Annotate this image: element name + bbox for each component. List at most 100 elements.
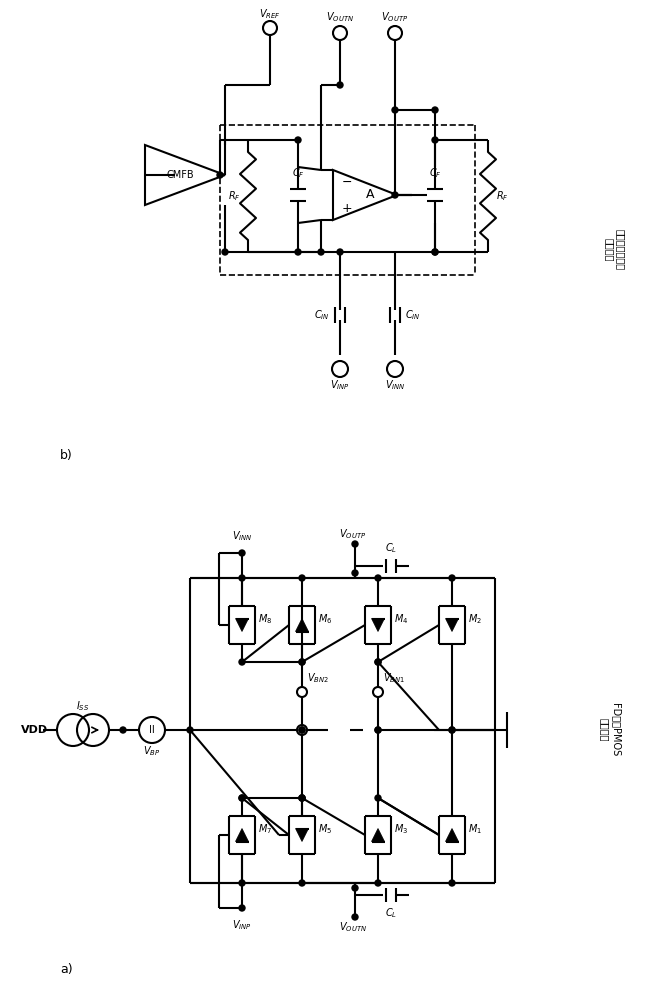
Text: $C_L$: $C_L$ <box>385 541 397 555</box>
Polygon shape <box>446 618 459 632</box>
Circle shape <box>352 570 358 576</box>
Text: $V_{INP}$: $V_{INP}$ <box>330 378 350 392</box>
Polygon shape <box>372 618 384 632</box>
Text: $V_{REF}$: $V_{REF}$ <box>259 7 281 21</box>
Circle shape <box>239 550 245 556</box>
Circle shape <box>375 795 381 801</box>
Text: CMFB: CMFB <box>166 170 194 180</box>
Text: $V_{INN}$: $V_{INN}$ <box>384 378 405 392</box>
Circle shape <box>352 914 358 920</box>
Circle shape <box>375 575 381 581</box>
Circle shape <box>449 880 455 886</box>
Text: $V_{OUTP}$: $V_{OUTP}$ <box>339 527 366 541</box>
Circle shape <box>297 725 307 735</box>
Circle shape <box>239 795 245 801</box>
Text: A: A <box>366 188 374 202</box>
Text: $M_6$: $M_6$ <box>318 612 332 626</box>
Text: $C_{IN}$: $C_{IN}$ <box>405 308 421 322</box>
Text: $C_F$: $C_F$ <box>429 166 441 180</box>
Circle shape <box>299 795 305 801</box>
Text: $C_F$: $C_F$ <box>292 166 304 180</box>
Polygon shape <box>446 828 459 842</box>
Circle shape <box>299 795 305 801</box>
Text: $M_2$: $M_2$ <box>468 612 482 626</box>
Text: VDD: VDD <box>21 725 48 735</box>
Circle shape <box>297 687 307 697</box>
Circle shape <box>332 361 348 377</box>
Circle shape <box>299 659 305 665</box>
Circle shape <box>239 795 245 801</box>
Circle shape <box>187 727 193 733</box>
Circle shape <box>263 21 277 35</box>
Circle shape <box>375 659 381 665</box>
Text: $V_{OUTN}$: $V_{OUTN}$ <box>326 10 354 24</box>
Text: $M_8$: $M_8$ <box>258 612 272 626</box>
Circle shape <box>333 26 347 40</box>
Circle shape <box>337 249 343 255</box>
Polygon shape <box>372 828 384 842</box>
Polygon shape <box>235 828 248 842</box>
Circle shape <box>388 26 402 40</box>
Circle shape <box>387 361 403 377</box>
Circle shape <box>239 880 245 886</box>
Circle shape <box>373 687 383 697</box>
Circle shape <box>239 659 245 665</box>
Text: 具有反馈电路的
伸缩装置: 具有反馈电路的 伸缩装置 <box>604 229 626 271</box>
Circle shape <box>299 727 305 733</box>
Text: $M_3$: $M_3$ <box>394 822 408 836</box>
Polygon shape <box>235 618 248 632</box>
Circle shape <box>449 575 455 581</box>
Circle shape <box>432 107 438 113</box>
Circle shape <box>375 659 381 665</box>
Circle shape <box>375 727 381 733</box>
Polygon shape <box>295 828 308 842</box>
Circle shape <box>239 575 245 581</box>
Circle shape <box>299 659 305 665</box>
Text: $V_{OUTP}$: $V_{OUTP}$ <box>381 10 409 24</box>
Circle shape <box>299 880 305 886</box>
Text: $V_{BN1}$: $V_{BN1}$ <box>383 671 405 685</box>
Circle shape <box>392 107 398 113</box>
Circle shape <box>375 727 381 733</box>
Circle shape <box>432 249 438 255</box>
Text: $C_L$: $C_L$ <box>385 906 397 920</box>
Circle shape <box>392 192 398 198</box>
Circle shape <box>352 885 358 891</box>
Text: II: II <box>149 725 155 735</box>
Text: a): a) <box>60 964 73 976</box>
Circle shape <box>352 541 358 547</box>
Circle shape <box>449 727 455 733</box>
Text: $V_{OUTN}$: $V_{OUTN}$ <box>339 920 367 934</box>
Circle shape <box>337 82 343 88</box>
Text: $M_5$: $M_5$ <box>318 822 332 836</box>
Circle shape <box>217 172 223 178</box>
Text: $V_{BN2}$: $V_{BN2}$ <box>307 671 329 685</box>
Text: $+$: $+$ <box>341 202 353 216</box>
Text: $C_{IN}$: $C_{IN}$ <box>314 308 330 322</box>
Text: $R_F$: $R_F$ <box>228 189 241 203</box>
Circle shape <box>299 575 305 581</box>
Circle shape <box>120 727 126 733</box>
Text: $V_{INN}$: $V_{INN}$ <box>232 529 252 543</box>
Circle shape <box>375 880 381 886</box>
Circle shape <box>449 727 455 733</box>
Circle shape <box>299 795 305 801</box>
Text: FD伸缩PMOS
晶体管层: FD伸缩PMOS 晶体管层 <box>599 703 620 757</box>
Circle shape <box>432 137 438 143</box>
Circle shape <box>295 249 301 255</box>
Text: $M_1$: $M_1$ <box>468 822 482 836</box>
Circle shape <box>222 249 228 255</box>
Text: b): b) <box>60 448 73 462</box>
Circle shape <box>295 137 301 143</box>
Circle shape <box>432 249 438 255</box>
Circle shape <box>239 905 245 911</box>
Text: $V_{BP}$: $V_{BP}$ <box>143 744 161 758</box>
Text: $-$: $-$ <box>341 174 353 188</box>
Polygon shape <box>295 618 308 632</box>
Circle shape <box>299 727 305 733</box>
Text: $M_7$: $M_7$ <box>258 822 272 836</box>
Text: $M_4$: $M_4$ <box>394 612 408 626</box>
Text: $V_{INP}$: $V_{INP}$ <box>232 918 252 932</box>
Circle shape <box>318 249 324 255</box>
Text: $R_F$: $R_F$ <box>495 189 508 203</box>
